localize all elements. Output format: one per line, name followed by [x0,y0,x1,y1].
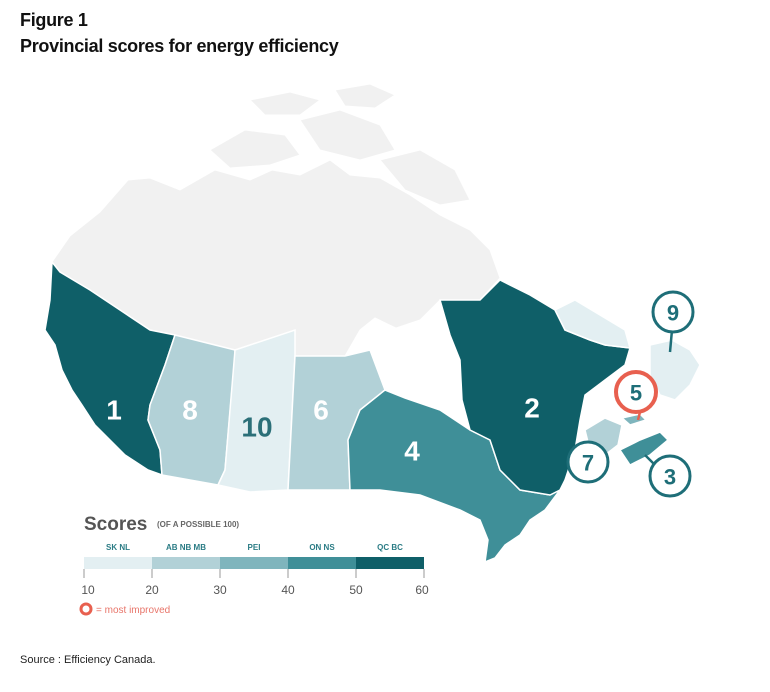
figure-title: Provincial scores for energy efficiency [20,36,339,56]
legend-tick-60: 60 [415,583,429,597]
figure-label: Figure 1 [20,10,88,30]
legend-most-improved: = most improved [96,605,170,616]
most-improved-icon [79,602,93,616]
callout-nl-number: 9 [667,301,679,326]
northern-territories [51,83,501,361]
rank-sk: 10 [241,412,272,443]
legend-group-2: AB NB MB [166,543,206,552]
callout-ns: 3 [644,454,692,498]
callout-nb: 7 [566,440,610,484]
callout-nb-ring [566,440,610,484]
legend-group-4: ON NS [309,543,335,552]
callout-pei-ring [614,370,658,414]
callout-pei: 5 [614,370,658,421]
legend: Scores (OF A POSSIBLE 100) SK NL AB NB M… [79,514,429,616]
callout-ns-ring [648,454,692,498]
rank-bc: 1 [106,395,122,426]
legend-subtitle: (OF A POSSIBLE 100) [157,520,239,529]
rank-ab: 8 [182,395,198,426]
legend-tick-20: 20 [145,583,159,597]
province-pei [620,413,648,426]
legend-swatch-30-40 [220,557,288,569]
rank-mb: 6 [313,395,329,426]
callout-ns-number: 3 [664,465,676,490]
callout-nl: 9 [651,290,695,353]
rank-qc: 2 [524,393,540,424]
legend-group-1: SK NL [106,543,130,552]
callout-nl-ring [651,290,695,334]
arctic-island-1 [209,129,301,169]
callout-nb-number: 7 [582,451,594,476]
callout-nl-leader [668,329,674,353]
callout-pei-number: 5 [630,381,642,406]
legend-title: Scores [84,514,147,535]
legend-group-3: PEI [248,543,261,552]
legend-swatch-20-30 [152,557,220,569]
hudson-bay-shore [343,317,411,361]
legend-tick-30: 30 [213,583,227,597]
arctic-island-4 [248,91,322,116]
legend-swatch-10-20 [84,557,152,569]
arctic-island-3 [379,149,471,206]
province-bc [44,259,176,477]
province-nl-labrador [553,299,632,349]
province-ns [618,431,670,466]
legend-group-5: QC BC [377,543,403,552]
legend-tick-50: 50 [349,583,363,597]
legend-tick-10: 10 [81,583,95,597]
legend-swatch-50-60 [356,557,424,569]
legend-tick-marks [83,569,425,578]
legend-tick-40: 40 [281,583,295,597]
legend-swatch-40-50 [288,557,356,569]
arctic-island-2 [299,109,396,161]
rank-on: 4 [404,436,420,467]
arctic-island-5 [334,83,397,109]
province-sk [216,328,296,493]
source-note: Source : Efficiency Canada. [20,654,156,666]
